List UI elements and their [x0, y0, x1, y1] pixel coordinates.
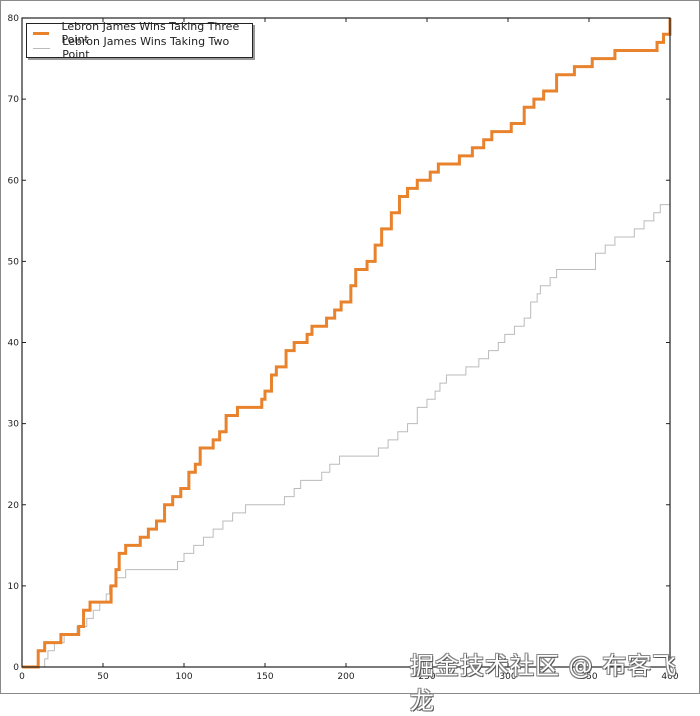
legend-item-two-point: Lebron James Wins Taking Two Point — [33, 35, 252, 61]
series-line — [22, 18, 672, 669]
x-tick-label: 150 — [256, 672, 273, 682]
y-tick-label: 40 — [8, 339, 20, 349]
legend-swatch-three-point — [33, 31, 50, 35]
series-lines — [22, 18, 672, 669]
legend-label: Lebron James Wins Taking Two Point — [62, 35, 230, 61]
legend-label: Lebron James Wins Taking Three Point — [61, 20, 240, 46]
legend: Lebron James Wins Taking Three Point Leb… — [26, 20, 253, 61]
y-tick-label: 20 — [8, 501, 20, 511]
y-tick-label: 60 — [8, 176, 20, 186]
legend-swatch-two-point — [33, 47, 51, 49]
x-tick-label: 100 — [175, 672, 192, 682]
x-tick-label: 300 — [499, 672, 516, 682]
y-tick-label: 50 — [8, 257, 20, 267]
axis-ticks: 0 50 100 150 200 250 300 350 400 0 10 20 30 40 50 60 70 8… — [8, 14, 679, 682]
x-tick-label: 50 — [97, 672, 109, 682]
legend-item-three-point: Lebron James Wins Taking Three Point — [33, 20, 252, 46]
watermark: 掘金技术社区 @ 布客飞龙 — [410, 652, 678, 715]
x-tick-label: 350 — [580, 672, 597, 682]
series-line — [22, 196, 671, 668]
y-tick-label: 30 — [8, 420, 20, 430]
line-chart: 0 50 100 150 200 250 300 350 400 0 10 20 30 40 50 60 70 8… — [8, 14, 679, 682]
x-tick-label: 0 — [19, 672, 25, 682]
x-tick-label: 200 — [337, 672, 354, 682]
y-tick-label: 10 — [8, 582, 20, 592]
y-tick-label: 70 — [8, 95, 20, 105]
x-tick-label: 250 — [418, 672, 435, 682]
x-tick-label: 400 — [661, 672, 678, 682]
y-tick-label: 80 — [8, 14, 20, 24]
y-tick-label: 0 — [13, 663, 19, 673]
